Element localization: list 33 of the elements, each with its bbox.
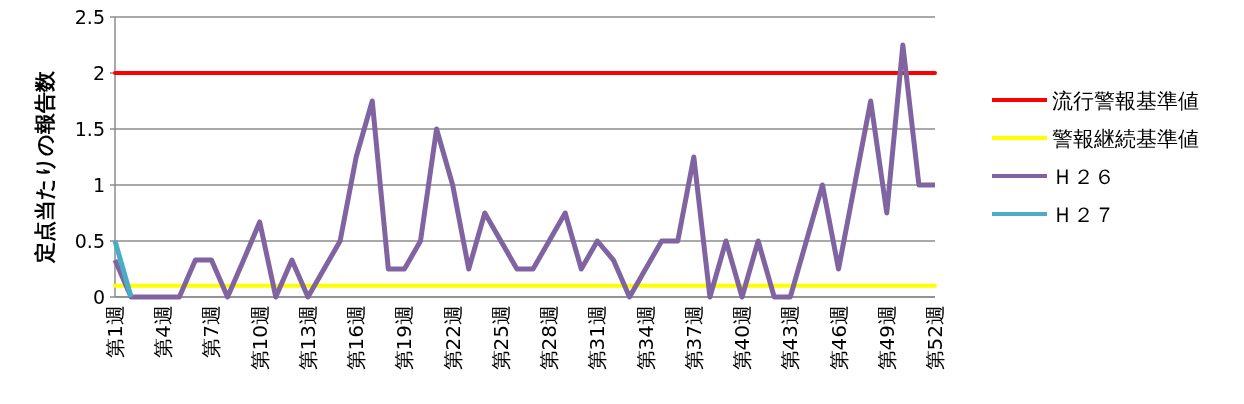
y-tick-label: 1 (92, 174, 105, 196)
x-tick-label: 第49週 (874, 305, 899, 371)
y-tick-label: 0.5 (74, 230, 105, 252)
x-tick-label: 第19週 (392, 305, 417, 371)
x-tick-label: 第28週 (537, 305, 562, 371)
x-tick-label: 第22週 (440, 305, 465, 371)
y-tick-label: 2.5 (74, 6, 105, 28)
x-tick-label: 第40週 (730, 305, 755, 371)
y-tick-label: 2 (92, 62, 105, 84)
x-tick-label: 第31週 (585, 305, 610, 371)
x-tick-label: 第10週 (247, 305, 272, 371)
legend-item: 警報継続基準値 (992, 127, 1199, 151)
x-tick-label: 第7週 (199, 305, 224, 358)
y-tick-label: 1.5 (74, 118, 105, 140)
x-tick-label: 第4週 (151, 305, 176, 358)
x-tick-label: 第43週 (778, 305, 803, 371)
y-axis-title: 定点当たりの報告数 (33, 70, 57, 264)
x-tick-label: 第13週 (295, 305, 320, 371)
legend-item: Ｈ２７ (992, 203, 1115, 227)
x-tick-label: 第25週 (488, 305, 513, 371)
legend-item: Ｈ２６ (992, 165, 1115, 189)
legend-label: 警報継続基準値 (1052, 127, 1199, 151)
x-tick-label: 第1週 (103, 305, 127, 358)
legend-label: Ｈ２７ (1052, 203, 1115, 227)
x-tick-label: 第46週 (826, 305, 851, 371)
x-tick-label: 第37週 (681, 305, 706, 371)
legend-item: 流行警報基準値 (992, 89, 1199, 113)
legend-label: 流行警報基準値 (1052, 89, 1199, 113)
x-tick-label: 第16週 (344, 305, 369, 371)
legend-label: Ｈ２６ (1052, 165, 1115, 189)
y-tick-label: 0 (92, 286, 105, 308)
x-tick-label: 第52週 (923, 305, 947, 371)
x-tick-label: 第34週 (633, 305, 658, 371)
